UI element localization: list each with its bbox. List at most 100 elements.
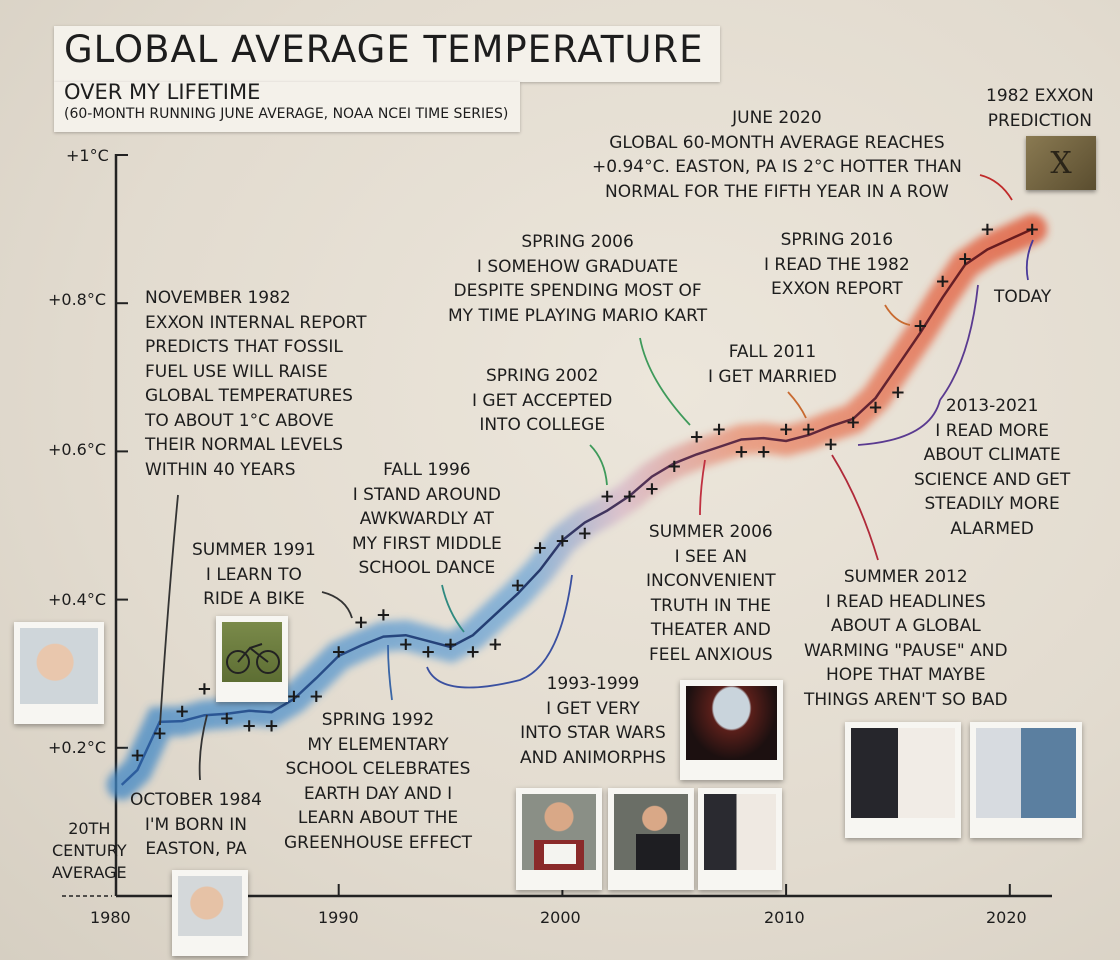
annotation-heading: FALL 1996 [383, 460, 471, 480]
annotation-heading: SUMMER 2012 [843, 567, 968, 587]
annotation-heading: 1993-1999 [546, 674, 640, 694]
annotation-line: I SOMEHOW GRADUATE [476, 256, 679, 277]
data-point: + [868, 397, 883, 418]
annotation-line: I GET ACCEPTED [472, 390, 613, 411]
data-point: + [465, 641, 480, 662]
data-point: + [421, 641, 436, 662]
annotation-summer-2012: SUMMER 2012 I READ HEADLINES ABOUT A GLOBA… [804, 565, 1008, 712]
annotation-heading: FALL 2011 [728, 342, 817, 362]
data-point: + [354, 612, 369, 633]
data-point: + [555, 530, 570, 551]
wedding-photo-2 [845, 722, 961, 838]
data-point: + [175, 701, 190, 722]
annotation-line: I READ HEADLINES [825, 591, 986, 612]
college-acceptance-photo [516, 788, 602, 890]
annotation-exxon-prediction: 1982 EXXON PREDICTION [986, 84, 1094, 133]
annotation-line: MY ELEMENTARY [307, 734, 449, 755]
data-point: + [1025, 219, 1040, 240]
annotation-line: I SEE AN [674, 546, 748, 567]
annotation-spring-2006: SPRING 2006 I SOMEHOW GRADUATE DESPITE SPE… [448, 230, 707, 328]
annotation-line: WARMING "PAUSE" AND [804, 640, 1008, 661]
data-point: + [577, 523, 592, 544]
x-tick-label: 2020 [986, 908, 1027, 927]
annotation-heading: SPRING 2016 [780, 230, 894, 250]
annotation-oct-1984: OCTOBER 1984 I'M BORN IN EASTON, PA [130, 788, 262, 862]
annotation-line: GREENHOUSE EFFECT [284, 832, 473, 853]
y-tick-label: +1°C [66, 146, 109, 165]
annotation-line: SCHOOL CELEBRATES [285, 759, 471, 779]
annotation-line: EXXON REPORT [771, 279, 903, 299]
chart-note: (60-MONTH RUNNING JUNE AVERAGE, NOAA NCE… [64, 106, 509, 122]
annotation-line: I'M BORN IN [144, 814, 248, 835]
annotation-line: I LEARN TO [205, 564, 302, 585]
annotation-line: STEADILY MORE [924, 494, 1060, 514]
annotation-heading: SPRING 2002 [485, 366, 599, 386]
data-point: + [913, 315, 928, 336]
title-card [54, 26, 720, 82]
annotation-line: THEIR NORMAL LEVELS [145, 435, 344, 455]
annotation-line: INTO STAR WARS [520, 723, 666, 743]
annotation-line: THINGS AREN'T SO BAD [804, 689, 1008, 710]
annotation-heading: OCTOBER 1984 [130, 790, 262, 810]
bicycle-photo [216, 616, 288, 702]
data-point: + [890, 382, 905, 403]
annotation-heading: SPRING 1992 [321, 710, 435, 730]
annotation-spring-1992: SPRING 1992 MY ELEMENTARY SCHOOL CELEBRATE… [284, 708, 472, 855]
chart-title: GLOBAL AVERAGE TEMPERATURE [64, 28, 704, 71]
annotation-heading: SUMMER 2006 [648, 522, 773, 542]
data-point: + [980, 219, 995, 240]
annotation-heading: JUNE 2020 [732, 108, 822, 128]
data-point: + [488, 634, 503, 655]
data-point: + [756, 441, 771, 462]
x-tick-label: 2000 [540, 908, 581, 927]
annotation-line: WITHIN 40 YEARS [145, 459, 296, 480]
data-point: + [734, 441, 749, 462]
annotation-line: SCIENCE AND GET [914, 469, 1071, 490]
data-point: + [219, 708, 234, 729]
annotation-line: PREDICTS THAT FOSSIL [145, 337, 343, 357]
data-point: + [443, 634, 458, 655]
annotation-today: TODAY [994, 285, 1051, 310]
y-tick-label: +0.8°C [48, 290, 107, 309]
annotation-heading: SUMMER 1991 [192, 540, 316, 560]
annotation-line: I GET MARRIED [708, 366, 837, 387]
data-point: + [846, 412, 861, 433]
data-point: + [823, 434, 838, 455]
data-point: + [286, 686, 301, 707]
data-point: + [935, 271, 950, 292]
trend-line [120, 227, 1033, 786]
annotation-line: MY TIME PLAYING MARIO KART [448, 305, 708, 326]
annotation-heading: 2013-2021 [945, 396, 1039, 416]
annotation-fall-1996: FALL 1996 I STAND AROUND AWKWARDLY AT MY FI… [352, 458, 502, 581]
annotation-line: I READ MORE [935, 420, 1049, 441]
annotation-arrows [159, 174, 1034, 781]
annotation-line: GLOBAL 60-MONTH AVERAGE REACHES [609, 132, 945, 153]
wedding-photo-1 [698, 788, 782, 890]
subtitle-card [54, 82, 520, 132]
annotation-heading: SPRING 2006 [521, 232, 634, 252]
annotation-line: EXXON INTERNAL REPORT [145, 312, 367, 333]
data-point: + [779, 419, 794, 440]
annotation-summer-2006: SUMMER 2006 I SEE AN INCONVENIENT TRUTH IN … [646, 520, 776, 667]
annotation-summer-1991: SUMMER 1991 I LEARN TO RIDE A BIKE [192, 538, 316, 612]
annotation-line: GLOBAL TEMPERATURES [145, 386, 353, 406]
data-point: + [958, 249, 973, 270]
data-point: + [398, 634, 413, 655]
newborn-photo [172, 870, 248, 956]
annotation-spring-2002: SPRING 2002 I GET ACCEPTED INTO COLLEGE [472, 364, 612, 438]
annotation-2013-2021: 2013-2021 I READ MORE ABOUT CLIMATE SCIENCE… [914, 394, 1070, 541]
data-point: + [600, 486, 615, 507]
reading-report-photo [970, 722, 1082, 838]
annotation-heading: NOVEMBER 1982 [145, 288, 291, 308]
baseline-label: 20TH CENTURY AVERAGE [52, 819, 127, 882]
data-point: + [622, 486, 637, 507]
movie-theater-photo [680, 680, 783, 780]
annotation-line: AWKWARDLY AT [359, 509, 494, 529]
data-point: + [689, 427, 704, 448]
annotation-line: TRUTH IN THE [650, 595, 771, 616]
annotation-line: I READ THE 1982 [764, 254, 910, 275]
annotation-heading: 1982 EXXON [986, 86, 1094, 106]
x-tick-label: 1990 [318, 908, 359, 927]
annotation-line: I GET VERY [546, 698, 640, 719]
